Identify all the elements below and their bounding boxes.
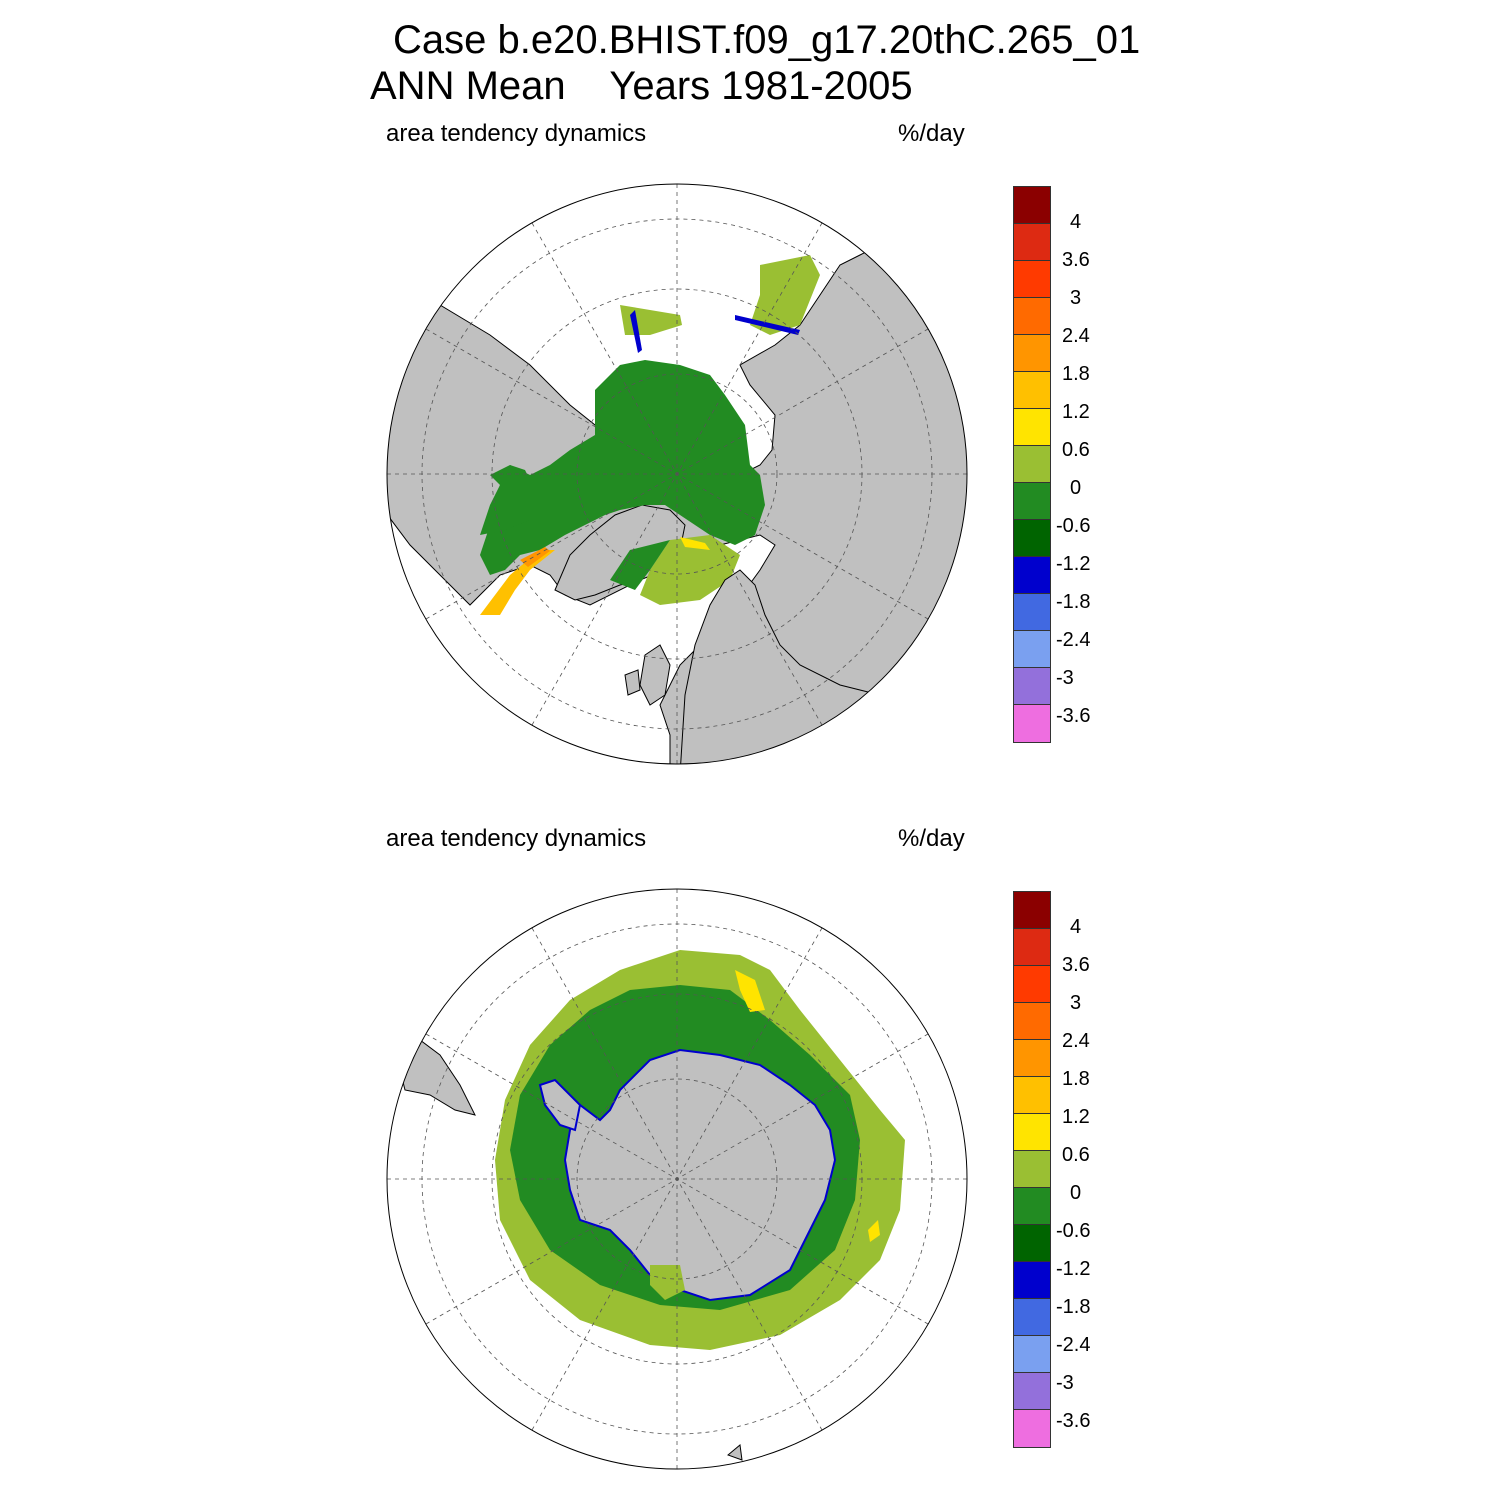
north-colorbar-swatch: [1014, 446, 1050, 483]
south-colorbar-swatch: [1014, 1225, 1050, 1262]
south-colorbar-tick-label: 4: [1070, 916, 1082, 938]
north-colorbar-tick-label: 1.8: [1062, 363, 1090, 385]
south-colorbar-swatch: [1014, 929, 1050, 966]
north-colorbar-tick-label: 4: [1070, 211, 1082, 233]
south-colorbar-tick-label: -3: [1056, 1372, 1074, 1394]
south-units-label: %/day: [898, 825, 965, 852]
south-colorbar-tick-label: 1.8: [1062, 1068, 1090, 1090]
north-colorbar-swatch: [1014, 520, 1050, 557]
north-colorbar-swatch: [1014, 631, 1050, 668]
south-colorbar-swatch: [1014, 1373, 1050, 1410]
north-colorbar-swatch: [1014, 409, 1050, 446]
south-colorbar-tick-label: -1.2: [1056, 1258, 1091, 1280]
south-colorbar-tick-label: 0.6: [1062, 1144, 1090, 1166]
north-colorbar-swatch: [1014, 335, 1050, 372]
figure-title-period: ANN Mean Years 1981-2005: [370, 64, 913, 108]
south-colorbar-swatch: [1014, 1151, 1050, 1188]
south-colorbar-swatch: [1014, 966, 1050, 1003]
south-colorbar-swatch: [1014, 1077, 1050, 1114]
north-colorbar-tick-label: 3.6: [1062, 249, 1090, 271]
north-colorbar-tick-label: -3: [1056, 667, 1074, 689]
south-colorbar-swatch: [1014, 1410, 1050, 1447]
south-colorbar: [1013, 891, 1051, 1448]
north-polar-map: [380, 175, 980, 775]
south-colorbar-tick-label: -3.6: [1056, 1410, 1091, 1432]
south-colorbar-swatch: [1014, 1336, 1050, 1373]
north-colorbar-tick-label: -3.6: [1056, 705, 1091, 727]
south-colorbar-swatch: [1014, 1003, 1050, 1040]
south-colorbar-tick-label: -0.6: [1056, 1220, 1091, 1242]
south-colorbar-swatch: [1014, 1299, 1050, 1336]
north-colorbar-tick-label: 2.4: [1062, 325, 1090, 347]
north-colorbar-swatch: [1014, 372, 1050, 409]
north-units-label: %/day: [898, 120, 965, 147]
north-colorbar-swatch: [1014, 298, 1050, 335]
north-colorbar-swatch: [1014, 557, 1050, 594]
south-colorbar-tick-label: 3: [1070, 992, 1082, 1014]
south-polar-map: [380, 880, 980, 1480]
south-colorbar-tick-label: -2.4: [1056, 1334, 1091, 1356]
south-colorbar-swatch: [1014, 1262, 1050, 1299]
north-variable-label: area tendency dynamics: [386, 120, 647, 147]
north-colorbar-swatch: [1014, 224, 1050, 261]
south-variable-label: area tendency dynamics: [386, 825, 647, 852]
north-colorbar-swatch: [1014, 668, 1050, 705]
north-colorbar-tick-label: -1.8: [1056, 591, 1091, 613]
north-colorbar-swatch: [1014, 483, 1050, 520]
north-colorbar-tick-label: -2.4: [1056, 629, 1091, 651]
south-colorbar-tick-label: 0: [1070, 1182, 1082, 1204]
figure-title-case: Case b.e20.BHIST.f09_g17.20thC.265_01: [393, 18, 1141, 62]
north-colorbar-tick-label: 0.6: [1062, 439, 1090, 461]
north-colorbar-tick-label: 3: [1070, 287, 1082, 309]
south-colorbar-swatch: [1014, 892, 1050, 929]
north-colorbar-swatch: [1014, 594, 1050, 631]
north-colorbar-tick-label: -1.2: [1056, 553, 1091, 575]
north-colorbar-tick-label: 0: [1070, 477, 1082, 499]
north-colorbar-swatch: [1014, 705, 1050, 742]
north-colorbar-swatch: [1014, 187, 1050, 224]
south-colorbar-swatch: [1014, 1040, 1050, 1077]
south-colorbar-tick-label: 2.4: [1062, 1030, 1090, 1052]
south-colorbar-tick-label: -1.8: [1056, 1296, 1091, 1318]
south-colorbar-tick-label: 3.6: [1062, 954, 1090, 976]
south-colorbar-swatch: [1014, 1114, 1050, 1151]
north-colorbar: [1013, 186, 1051, 743]
south-colorbar-tick-label: 1.2: [1062, 1106, 1090, 1128]
north-colorbar-tick-label: 1.2: [1062, 401, 1090, 423]
north-colorbar-tick-label: -0.6: [1056, 515, 1091, 537]
south-colorbar-swatch: [1014, 1188, 1050, 1225]
north-colorbar-swatch: [1014, 261, 1050, 298]
